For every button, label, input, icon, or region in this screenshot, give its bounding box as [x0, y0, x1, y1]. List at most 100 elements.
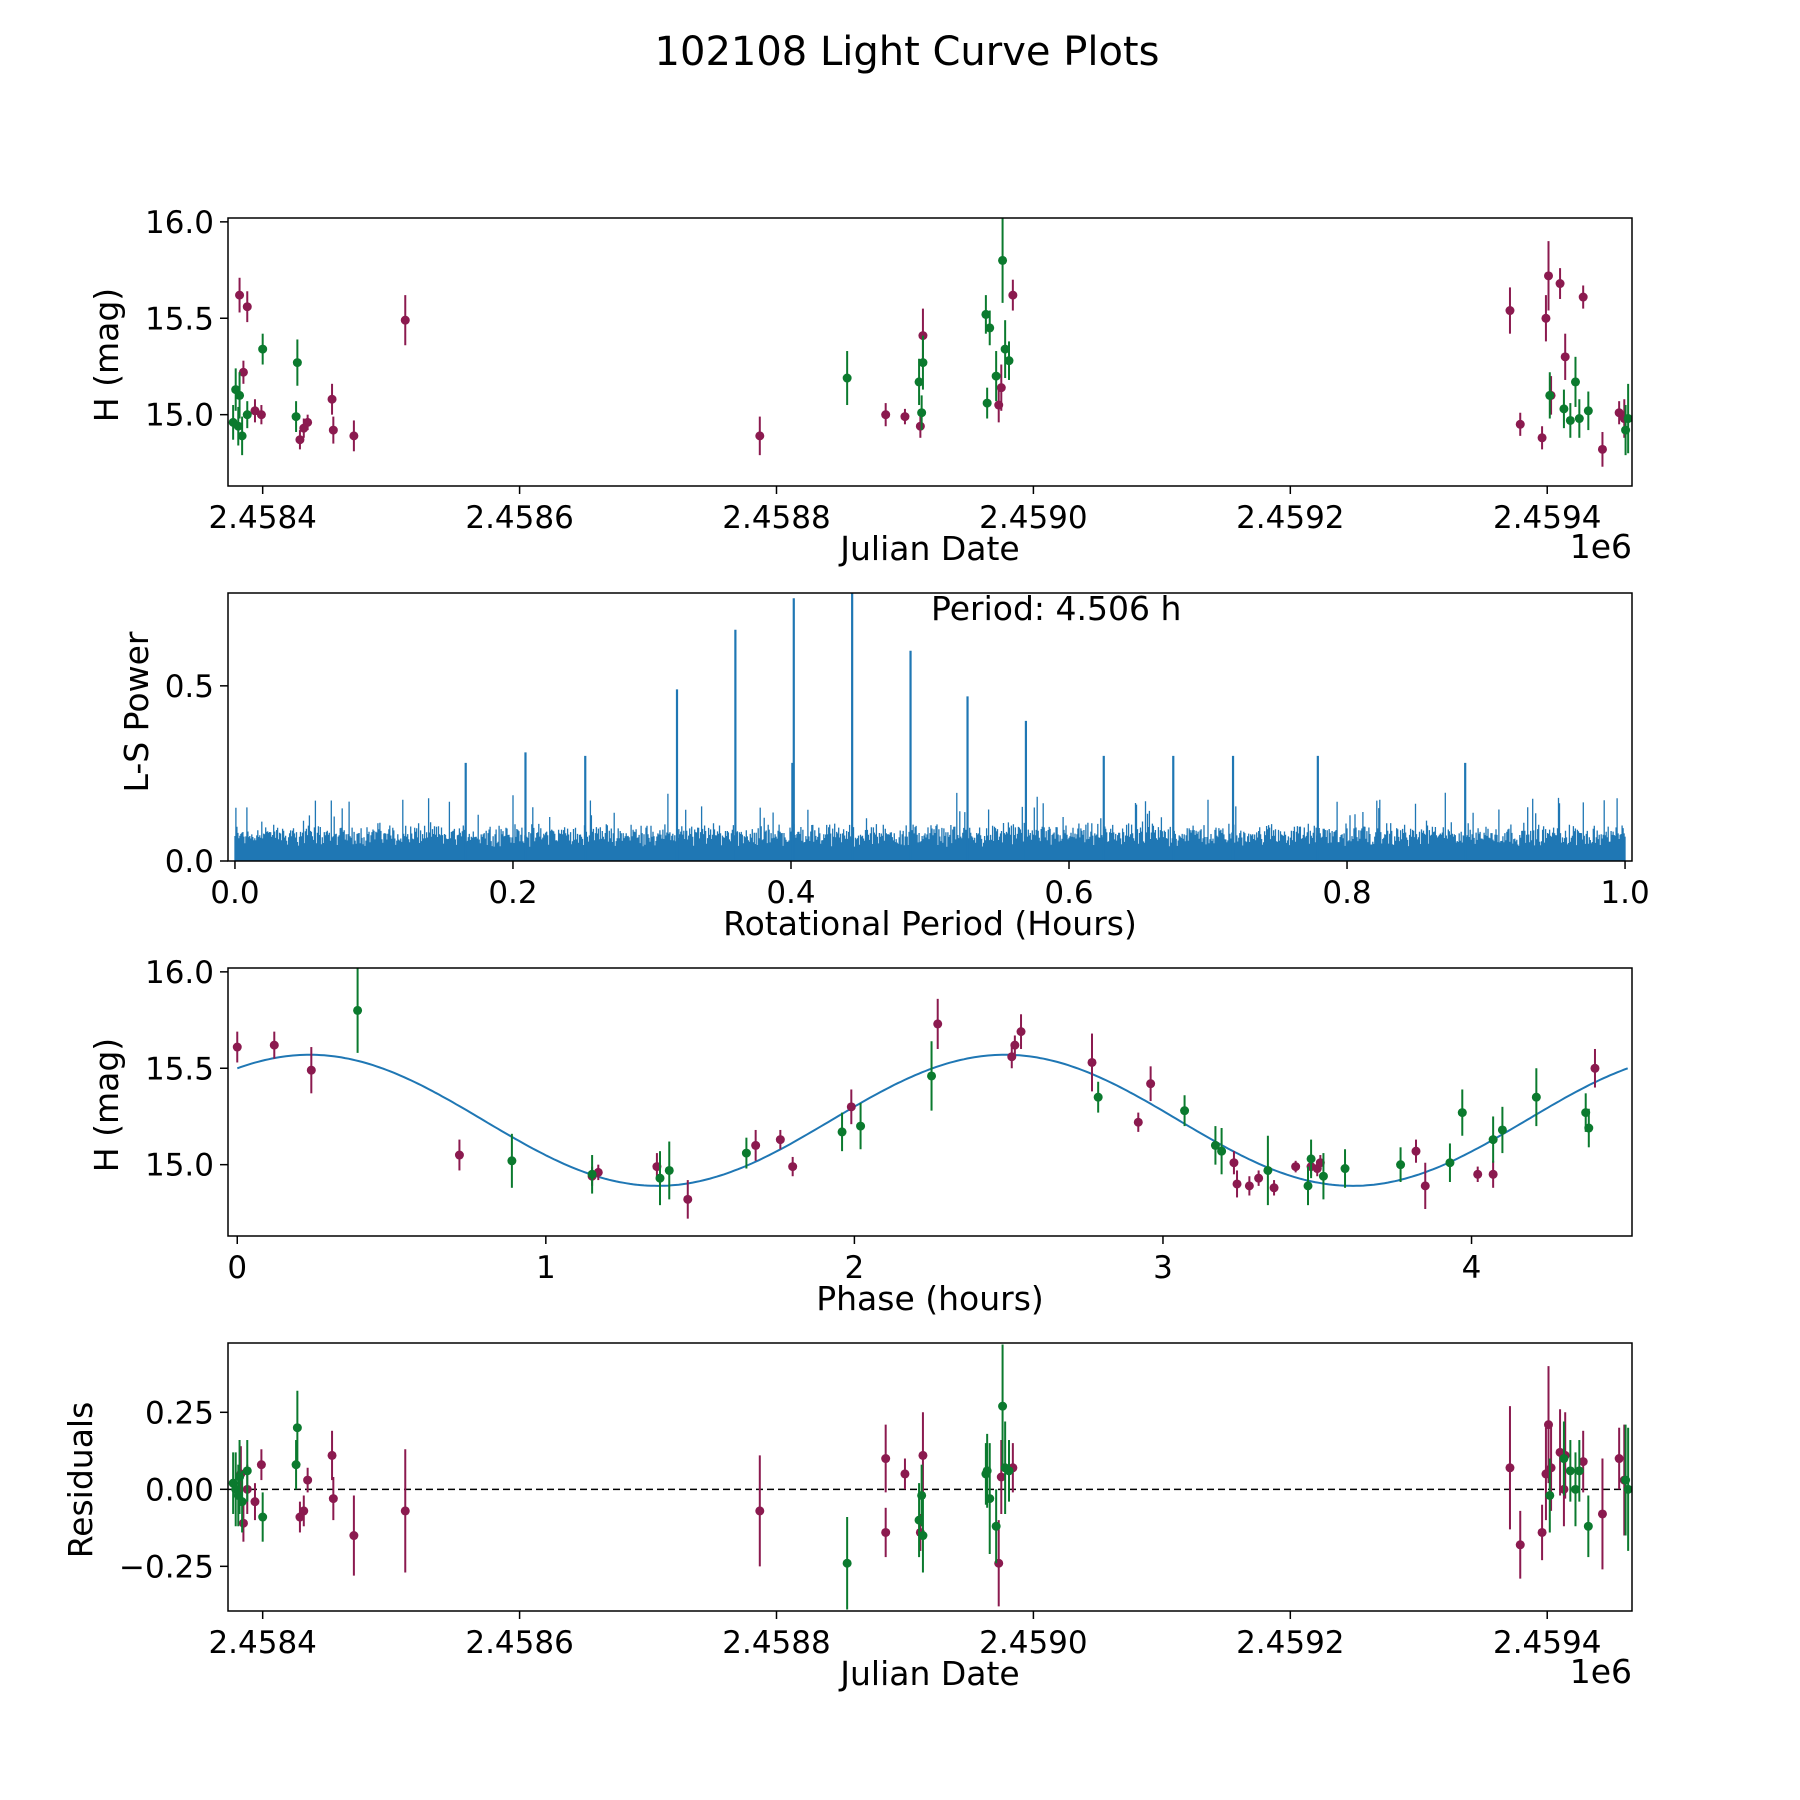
lightcurve-point	[914, 377, 924, 387]
lightcurve-point	[235, 290, 245, 300]
lightcurve-point	[918, 358, 928, 368]
residuals-point	[400, 1506, 410, 1516]
lightcurve-frame	[227, 217, 1633, 487]
lightcurve-point	[842, 373, 852, 383]
phase-point	[1133, 1117, 1143, 1127]
lightcurve-point	[292, 358, 302, 368]
lightcurve-point	[1565, 415, 1575, 425]
residuals-xtick-label: 2.4584	[208, 1625, 316, 1661]
lightcurve-point	[1544, 271, 1554, 281]
phase-point	[846, 1102, 856, 1112]
lightcurve-xtick-label: 2.4586	[465, 500, 573, 536]
residuals-point	[918, 1450, 928, 1460]
phase-point	[1473, 1169, 1483, 1179]
phase-point	[587, 1169, 597, 1179]
phase-point	[933, 1019, 943, 1029]
lightcurve-point	[349, 431, 359, 441]
phase-point	[741, 1148, 751, 1158]
residuals-point	[1537, 1527, 1547, 1537]
residuals-point	[327, 1450, 337, 1460]
phase-point	[1244, 1181, 1254, 1191]
residuals-ytick-label: 0.00	[145, 1472, 214, 1508]
phase-point	[1531, 1092, 1541, 1102]
periodogram-xtick-label: 0.4	[766, 875, 815, 911]
phase-point	[1087, 1057, 1097, 1067]
residuals-point	[349, 1531, 359, 1541]
residuals-point	[299, 1506, 309, 1516]
phase-point	[1263, 1165, 1273, 1175]
residuals-point	[1574, 1466, 1584, 1476]
phase-point	[1411, 1146, 1421, 1156]
lightcurve-point	[1583, 406, 1593, 416]
phase-point	[683, 1194, 693, 1204]
residuals-xtick-label: 2.4594	[1493, 1625, 1601, 1661]
residuals-point	[1623, 1484, 1632, 1494]
lightcurve-xtick-label: 2.4588	[722, 500, 830, 536]
lightcurve-point	[981, 309, 991, 319]
lightcurve-point	[1560, 352, 1570, 362]
phase-point	[1291, 1162, 1301, 1172]
phase-point	[232, 1042, 242, 1052]
periodogram-xtick-label: 0.6	[1044, 875, 1093, 911]
phase-point	[507, 1156, 517, 1166]
lightcurve-point	[233, 421, 243, 431]
lightcurve-point	[295, 435, 305, 445]
phase-point	[751, 1140, 761, 1150]
period-annotation: Period: 4.506 h	[931, 589, 1181, 628]
periodogram-xtick-label: 0.8	[1322, 875, 1371, 911]
residuals-point	[250, 1497, 260, 1507]
periodogram-panel: L-S Power Rotational Period (Hours) Peri…	[117, 589, 1650, 943]
residuals-point	[991, 1521, 1001, 1531]
lightcurve-point	[1614, 408, 1624, 418]
residuals-point	[292, 1423, 302, 1433]
phase-point	[353, 1005, 363, 1015]
phase-point	[1180, 1106, 1190, 1116]
residuals-point	[1578, 1457, 1588, 1467]
phase-ylabel: H (mag)	[87, 1038, 126, 1172]
lightcurve-xtick-label: 2.4592	[1236, 500, 1344, 536]
lightcurve-point	[1541, 313, 1551, 323]
periodogram-xlabel: Rotational Period (Hours)	[723, 904, 1137, 943]
residuals-xtick-label: 2.4586	[465, 1625, 573, 1661]
residuals-point	[918, 1531, 928, 1541]
residuals-point	[1583, 1521, 1593, 1531]
residuals-point	[996, 1472, 1006, 1482]
phase-point	[1303, 1181, 1313, 1191]
residuals-point	[1565, 1466, 1575, 1476]
lightcurve-xtick-label: 2.4584	[208, 500, 316, 536]
residuals-point	[238, 1518, 248, 1528]
phase-xtick-label: 2	[845, 1250, 865, 1286]
residuals-xtick-label: 2.4592	[1236, 1625, 1344, 1661]
phase-point	[837, 1127, 847, 1137]
residuals-frame	[227, 1342, 1633, 1612]
phase-point	[655, 1173, 665, 1183]
lightcurve-point	[996, 383, 1006, 393]
lightcurve-point	[400, 315, 410, 325]
phase-point	[1584, 1123, 1594, 1133]
periodogram-xtick-label: 1.0	[1600, 875, 1649, 911]
lightcurve-point	[1545, 390, 1555, 400]
lightcurve-point	[1008, 290, 1018, 300]
lightcurve-point	[1505, 306, 1515, 316]
residuals-point	[900, 1469, 910, 1479]
residuals-point	[881, 1527, 891, 1537]
phase-point	[1254, 1173, 1264, 1183]
phase-data-layer	[232, 968, 1600, 1219]
periodogram-xtick-label: 0.0	[210, 875, 259, 911]
lightcurve-point	[900, 412, 910, 422]
lightcurve-data-layer	[228, 218, 1632, 467]
phase-ytick-label: 15.5	[145, 1051, 214, 1087]
phase-point	[1488, 1169, 1498, 1179]
lightcurve-point	[755, 431, 765, 441]
phase-point	[1445, 1158, 1455, 1168]
lightcurve-point	[303, 417, 313, 427]
phase-point	[1229, 1158, 1239, 1168]
residuals-point	[842, 1558, 852, 1568]
periodogram-ytick-label: 0.5	[165, 669, 214, 705]
phase-point	[927, 1071, 937, 1081]
figure-title: 102108 Light Curve Plots	[655, 29, 1160, 75]
residuals-point	[1505, 1463, 1515, 1473]
periodogram-ytick-label: 0.0	[165, 844, 214, 880]
lightcurve-ylabel: H (mag)	[87, 288, 126, 422]
